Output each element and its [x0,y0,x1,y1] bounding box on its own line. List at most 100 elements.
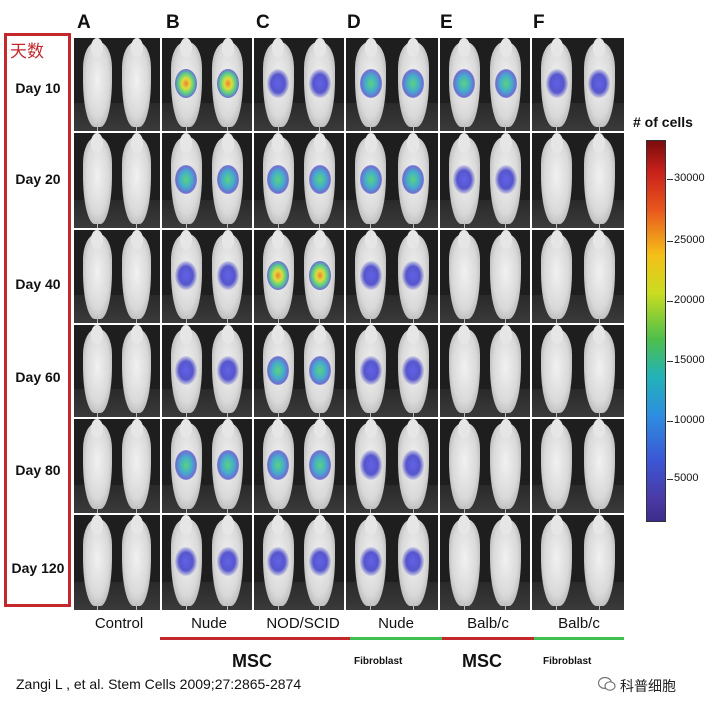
mouse-image-cell [440,515,530,610]
mouse-silhouette [355,419,387,513]
mouse-image-cell [346,230,438,323]
group-label-nod-scid: NOD/SCID [266,615,340,632]
colorbar-tick [667,421,673,422]
bioluminescence-signal [401,450,425,480]
bioluminescence-signal [308,164,331,195]
mouse-silhouette [82,133,112,228]
bioluminescence-signal [267,546,290,577]
mouse-image-cell [162,133,252,228]
mouse-silhouette [397,515,429,610]
mouse-silhouette [583,230,615,323]
colorbar-tick-label: 15000 [674,354,705,366]
fibroblast-label-2: Fibroblast [543,656,592,667]
bioluminescence-signal [267,261,290,291]
mouse-silhouette [449,230,480,323]
mouse-silhouette [397,230,429,323]
mouse-silhouette [583,515,615,610]
msc-label-1: MSC [232,651,272,671]
mouse-silhouette [490,230,521,323]
mouse-silhouette [82,515,112,610]
mouse-image-cell [162,515,252,610]
colorbar-tick-label: 5000 [674,472,699,484]
bioluminescence-signal [494,69,517,99]
msc-bar-2 [442,637,534,640]
bioluminescence-signal [401,261,425,291]
mouse-silhouette [541,38,573,131]
colorbar-tick [667,179,673,180]
bioluminescence-signal [401,546,425,577]
fibroblast-bar-1 [350,637,442,640]
mouse-silhouette [449,515,480,610]
mouse-silhouette [263,419,294,513]
mouse-silhouette [583,325,615,417]
mouse-image-cell [346,325,438,417]
bioluminescence-signal [308,355,331,385]
mouse-silhouette [449,133,480,228]
bioluminescence-signal [216,261,239,291]
mouse-image-cell [440,325,530,417]
mouse-image-cell [162,419,252,513]
colorbar-title: # of cells [633,114,693,130]
mouse-image-cell [346,38,438,131]
colorbar-tick [667,241,673,242]
mouse-image-cell [532,230,624,323]
bioluminescence-signal [401,164,425,195]
mouse-image-cell [532,419,624,513]
mouse-image-cell [346,419,438,513]
day-label-60: Day 60 [15,369,61,385]
mouse-silhouette [355,230,387,323]
mouse-silhouette [212,419,243,513]
day-label-20: Day 20 [15,171,61,187]
group-label-balbc-fibroblast: Balb/c [558,615,600,632]
mouse-silhouette [212,38,243,131]
watermark: 科普细胞 [620,678,676,694]
panel-letter-a: A [77,12,91,33]
mouse-image-cell [254,325,344,417]
mouse-silhouette [212,230,243,323]
mouse-silhouette [490,515,521,610]
mouse-silhouette [122,230,152,323]
bioluminescence-signal [267,450,290,480]
bioluminescence-signal [308,69,331,99]
mouse-silhouette [397,325,429,417]
fibroblast-label-1: Fibroblast [354,656,403,667]
mouse-silhouette [171,515,202,610]
mouse-image-cell [254,419,344,513]
bioluminescence-signal [175,164,198,195]
mouse-silhouette [541,419,573,513]
group-label-control: Control [94,615,144,632]
mouse-silhouette [171,38,202,131]
mouse-image-cell [532,325,624,417]
group-label-balbc-msc: Balb/c [467,615,509,632]
mouse-silhouette [541,133,573,228]
bioluminescence-signal [308,450,331,480]
mouse-silhouette [449,38,480,131]
mouse-silhouette [583,133,615,228]
mouse-silhouette [490,38,521,131]
bioluminescence-signal [359,546,383,577]
mouse-image-cell [532,133,624,228]
mouse-image-cell [532,515,624,610]
panel-letter-b: B [166,12,180,33]
bioluminescence-signal [359,450,383,480]
day-label-80: Day 80 [15,462,61,478]
bioluminescence-signal [359,164,383,195]
panel-letter-d: D [347,12,361,33]
bioluminescence-signal [267,355,290,385]
mouse-image-cell [440,38,530,131]
bioluminescence-signal [175,355,198,385]
day-column-frame [4,33,71,607]
mouse-silhouette [212,515,243,610]
colorbar-tick [667,479,673,480]
mouse-silhouette [171,133,202,228]
mouse-silhouette [490,419,521,513]
bioluminescence-signal [359,355,383,385]
mouse-silhouette [304,230,335,323]
mouse-image-cell [162,325,252,417]
image-grid [74,38,627,612]
mouse-image-cell [346,133,438,228]
bioluminescence-signal [308,546,331,577]
day-label-40: Day 40 [15,276,61,292]
mouse-silhouette [263,515,294,610]
mouse-image-cell [440,230,530,323]
